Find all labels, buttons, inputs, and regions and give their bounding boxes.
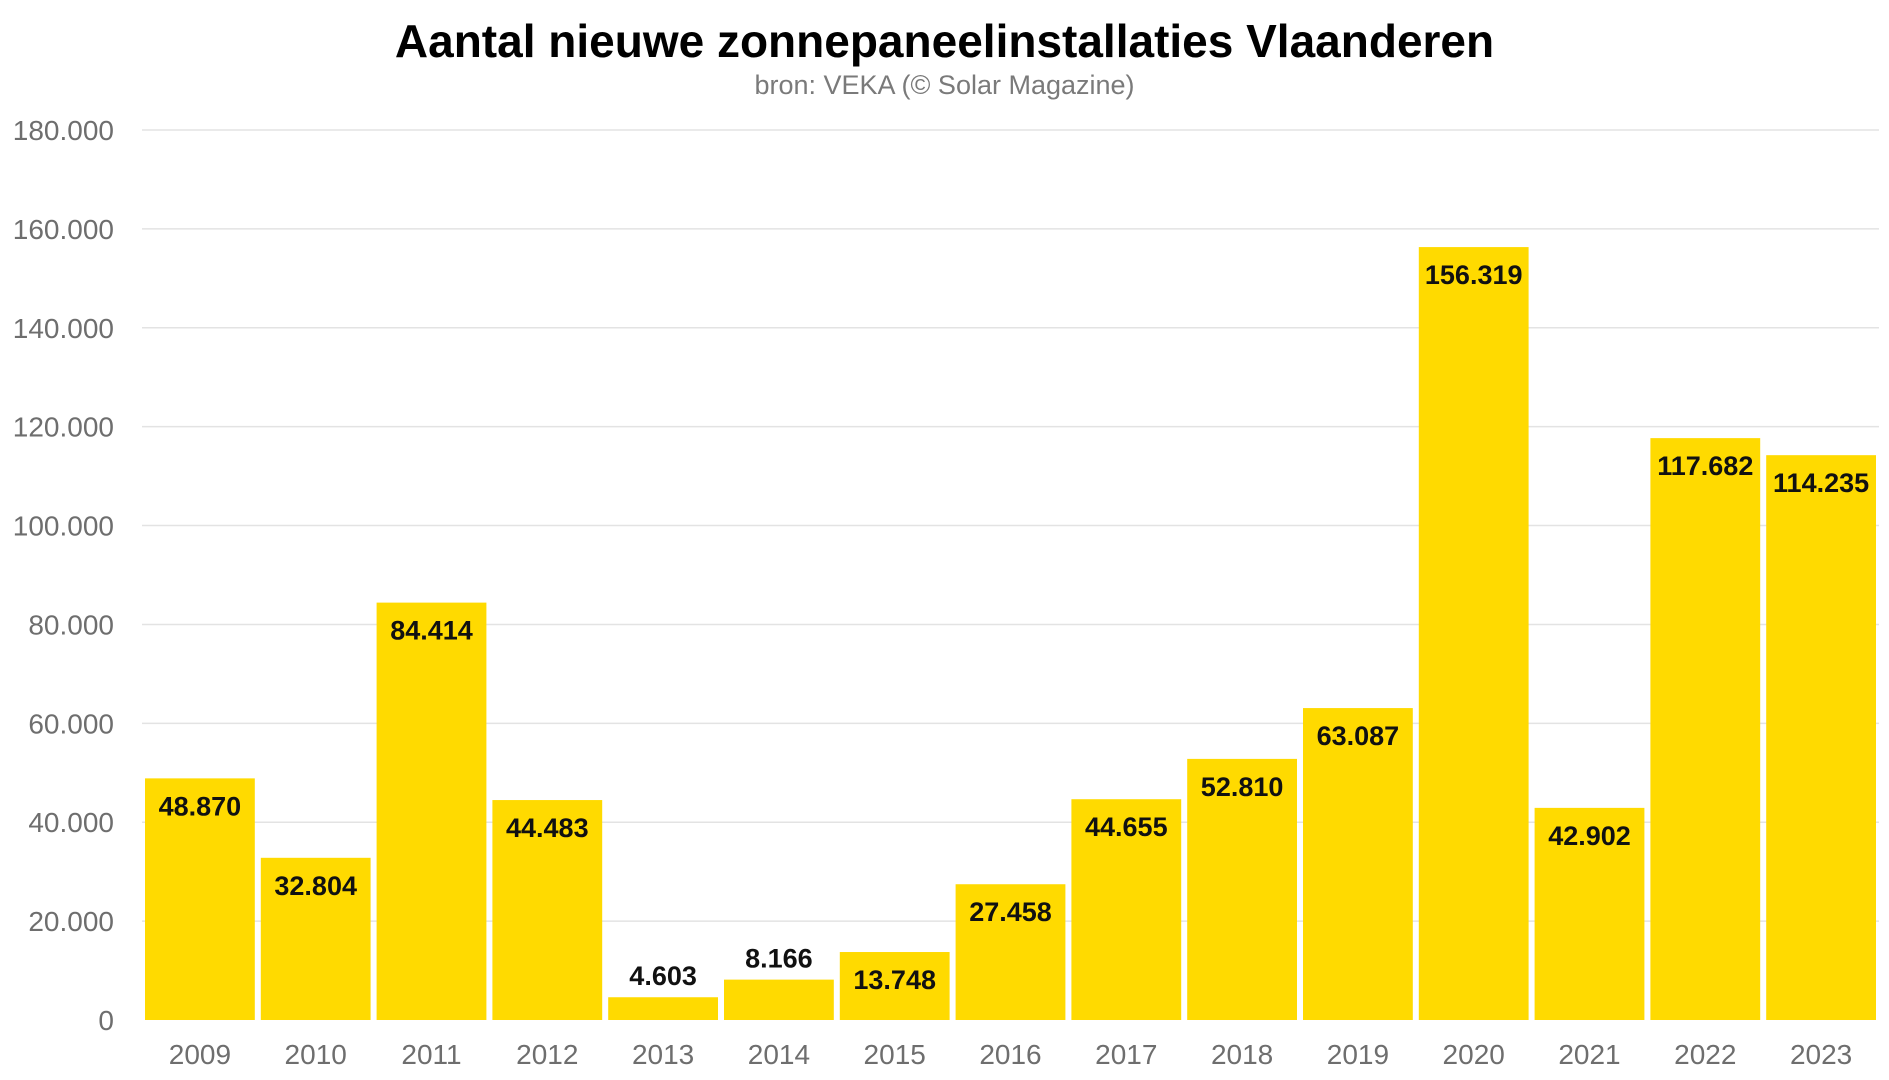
data-label-2014: 8.166 bbox=[745, 944, 813, 974]
x-tick-label: 2018 bbox=[1211, 1039, 1273, 1070]
data-label-2020: 156.319 bbox=[1425, 260, 1523, 290]
data-label-2018: 52.810 bbox=[1201, 772, 1284, 802]
data-label-2015: 13.748 bbox=[853, 965, 936, 995]
data-label-2010: 32.804 bbox=[274, 871, 357, 901]
data-label-2012: 44.483 bbox=[506, 813, 589, 843]
x-tick-label: 2017 bbox=[1095, 1039, 1157, 1070]
bar-2019 bbox=[1303, 708, 1413, 1020]
chart-subtitle: bron: VEKA (© Solar Magazine) bbox=[754, 70, 1135, 100]
bar-2012 bbox=[492, 800, 603, 1020]
y-tick-label: 20.000 bbox=[28, 906, 114, 937]
x-tick-label: 2022 bbox=[1674, 1039, 1736, 1070]
y-tick-label: 0 bbox=[98, 1005, 114, 1036]
x-tick-label: 2013 bbox=[632, 1039, 694, 1070]
x-tick-label: 2014 bbox=[748, 1039, 810, 1070]
x-tick-label: 2021 bbox=[1558, 1039, 1620, 1070]
bar-2014 bbox=[724, 979, 834, 1020]
chart-title: Aantal nieuwe zonnepaneelinstallaties Vl… bbox=[394, 15, 1495, 67]
bar-2013 bbox=[608, 997, 718, 1020]
data-label-2022: 117.682 bbox=[1657, 451, 1753, 481]
y-tick-label: 60.000 bbox=[28, 708, 114, 739]
x-tick-label: 2012 bbox=[516, 1039, 578, 1070]
y-tick-label: 120.000 bbox=[13, 412, 114, 443]
bar-2011 bbox=[376, 602, 487, 1020]
y-tick-label: 140.000 bbox=[13, 313, 114, 344]
data-label-2009: 48.870 bbox=[159, 791, 242, 821]
bar-2010 bbox=[260, 857, 371, 1020]
bar-2016 bbox=[955, 884, 1066, 1020]
y-tick-label: 40.000 bbox=[28, 807, 114, 838]
x-axis-ticks: 2009 2010 2011 2012 2013 2014 2015 2016 2017 2018… bbox=[169, 1039, 1852, 1070]
y-tick-label: 80.000 bbox=[28, 609, 114, 640]
y-tick-label: 100.000 bbox=[13, 511, 114, 542]
bar-2023 bbox=[1766, 455, 1876, 1020]
bar-2015 bbox=[839, 952, 950, 1020]
gridlines bbox=[142, 129, 1879, 922]
data-label-2021: 42.902 bbox=[1548, 821, 1631, 851]
bar-2018 bbox=[1187, 758, 1297, 1020]
bar-2022 bbox=[1650, 438, 1761, 1020]
data-labels: 48.870 32.804 84.414 44.483 4.603 8.166 13.748… bbox=[159, 260, 1870, 995]
data-label-2016: 27.458 bbox=[969, 897, 1052, 927]
bars bbox=[145, 247, 1876, 1021]
y-tick-label: 160.000 bbox=[13, 214, 114, 245]
x-tick-label: 2020 bbox=[1443, 1039, 1505, 1070]
data-label-2017: 44.655 bbox=[1085, 812, 1168, 842]
data-label-2019: 63.087 bbox=[1317, 721, 1400, 751]
y-axis-ticks: 0 20.000 40.000 60.000 80.000 100.000 120.000 1… bbox=[13, 115, 114, 1036]
data-label-2011: 84.414 bbox=[390, 616, 473, 646]
x-tick-label: 2010 bbox=[285, 1039, 347, 1070]
x-tick-label: 2019 bbox=[1327, 1039, 1389, 1070]
bar-2020 bbox=[1418, 247, 1529, 1021]
y-tick-label: 180.000 bbox=[13, 115, 114, 146]
x-tick-label: 2023 bbox=[1790, 1039, 1852, 1070]
x-tick-label: 2011 bbox=[401, 1039, 461, 1070]
data-label-2023: 114.235 bbox=[1773, 468, 1869, 498]
x-tick-label: 2009 bbox=[169, 1039, 231, 1070]
bar-2017 bbox=[1071, 799, 1182, 1020]
x-tick-label: 2016 bbox=[979, 1039, 1041, 1070]
x-tick-label: 2015 bbox=[864, 1039, 926, 1070]
data-label-2013: 4.603 bbox=[629, 961, 697, 991]
bar-2021 bbox=[1534, 807, 1645, 1020]
bar-2009 bbox=[145, 778, 255, 1020]
